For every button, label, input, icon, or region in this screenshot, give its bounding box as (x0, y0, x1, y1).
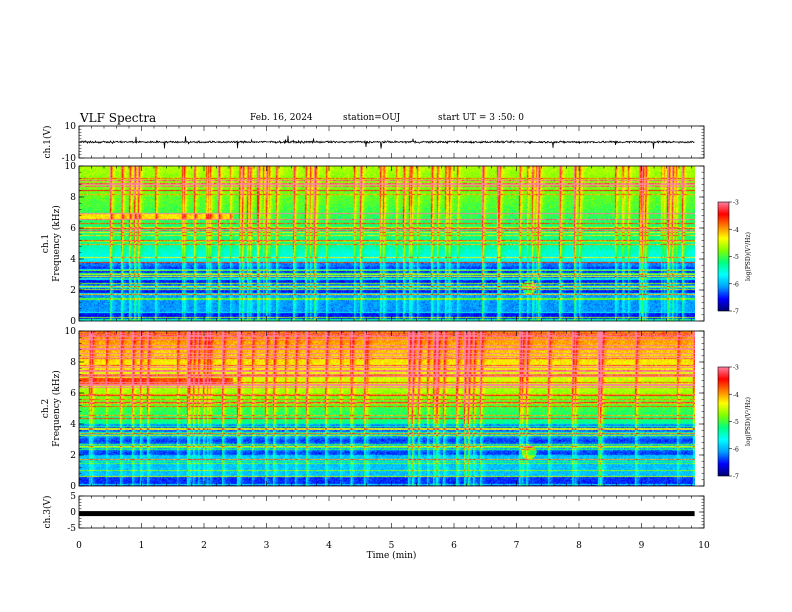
y-tick-label: -10 (62, 154, 77, 164)
ch1-colorbar-tick-label: -6 (733, 281, 739, 288)
ch2-colorbar-tick-label: -5 (733, 419, 739, 426)
y-tick-label: 5 (70, 492, 76, 502)
ch2-frequency-axis-label: Frequency (kHz) (51, 370, 62, 447)
x-tick-label: 6 (451, 541, 457, 551)
x-tick-label: 5 (389, 541, 395, 551)
ch2-colorbar-bar (717, 366, 730, 477)
ch1-voltage-axis-label: ch.1(V) (42, 126, 53, 159)
x-tick-label: 8 (576, 541, 582, 551)
ch2-colorbar-tick-label: -7 (733, 474, 739, 481)
ch1-colorbar-tick-label: -3 (733, 200, 739, 207)
ch2-colorbar-label: log(PSD)(V²/Hz) (745, 397, 752, 446)
x-tick-label: 9 (639, 541, 645, 551)
ch1-frequency-axis-label: Frequency (kHz) (51, 205, 62, 282)
y-tick-label: 0 (70, 508, 76, 518)
y-tick-label: 4 (70, 255, 76, 265)
axes-layer: 10-100246810024681050-5ch.1(V)ch.3(V)ch.… (41, 122, 752, 561)
y-tick-label: 6 (70, 224, 76, 234)
ch1-colorbar-tick-label: -7 (733, 309, 739, 316)
y-tick-label: 10 (65, 162, 77, 172)
y-tick-label: 8 (70, 358, 76, 368)
ch3-waveform-line (79, 511, 695, 517)
ch1-channel-label: ch.1 (41, 234, 51, 253)
x-tick-label: 10 (698, 541, 710, 551)
y-tick-label: 2 (70, 286, 76, 296)
ch1-waveform-line (78, 135, 695, 149)
spectrogram-layer (79, 166, 695, 486)
ch3-voltage-axis-label: ch.3(V) (42, 496, 53, 529)
x-tick-label: 3 (264, 541, 270, 551)
station-label: station=OUJ (343, 113, 401, 123)
y-tick-label: 0 (70, 482, 76, 492)
ch1-colorbar-tick-label: -5 (733, 254, 739, 261)
y-tick-label: 8 (70, 193, 76, 203)
x-tick-label: 0 (76, 541, 82, 551)
y-tick-label: 10 (65, 327, 77, 337)
ch2-colorbar-tick-label: -3 (733, 365, 739, 372)
y-tick-label: 0 (70, 317, 76, 327)
ch2-colorbar-tick-label: -4 (733, 392, 739, 399)
ch1-spectrogram-image (79, 166, 695, 321)
chart-title: VLF Spectra (80, 111, 157, 125)
start-time-label: start UT = 3 :50: 0 (438, 113, 524, 123)
x-tick-label: 7 (514, 541, 520, 551)
x-axis-label: Time (min) (367, 550, 417, 561)
x-tick-label: 2 (201, 541, 207, 551)
waveform-layer (78, 135, 695, 517)
x-tick-label: 4 (326, 541, 332, 551)
ch1-colorbar-label: log(PSD)(V²/Hz) (745, 232, 752, 281)
y-tick-label: 2 (70, 451, 76, 461)
ch2-colorbar-tick-label: -6 (733, 446, 739, 453)
x-tick-label: 1 (139, 541, 145, 551)
ch2-spectrogram-image (79, 331, 695, 486)
y-tick-label: -5 (67, 524, 76, 534)
ch1-colorbar-tick-label: -4 (733, 227, 739, 234)
y-tick-label: 6 (70, 389, 76, 399)
ch2-channel-label: ch.2 (41, 399, 51, 418)
ch1-colorbar-bar (717, 201, 730, 312)
date-label: Feb. 16, 2024 (250, 113, 313, 123)
y-tick-label: 10 (65, 122, 77, 132)
y-tick-label: 4 (70, 420, 76, 430)
